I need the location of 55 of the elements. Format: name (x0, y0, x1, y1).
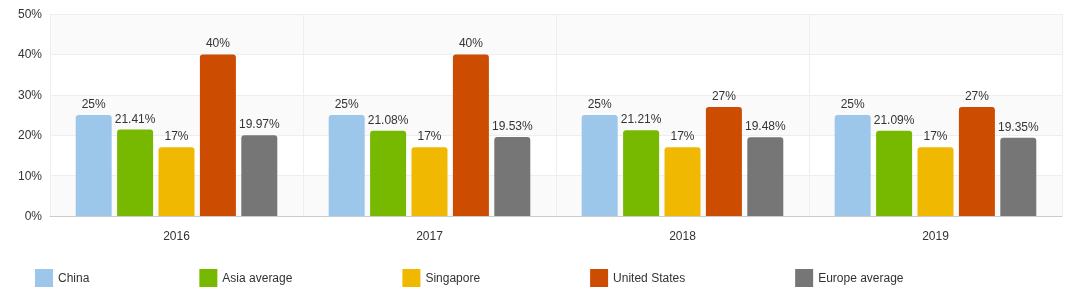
data-label: 17% (923, 129, 948, 144)
data-label: 19.35% (997, 119, 1039, 134)
data-label: 40% (458, 36, 484, 51)
x-tick-label: 2017 (416, 229, 444, 243)
data-label: 40% (205, 36, 231, 51)
data-label: 25% (334, 97, 360, 111)
data-label: 25% (587, 97, 613, 111)
data-label: 17% (417, 129, 442, 144)
x-tick-label: 2019 (922, 229, 950, 243)
bar (705, 106, 742, 216)
bar (958, 106, 995, 216)
data-label: 25% (81, 97, 107, 111)
data-label: 19.97% (238, 117, 280, 132)
x-tick-label: 2018 (669, 229, 697, 243)
data-label: 17% (164, 129, 189, 144)
bar (917, 147, 954, 216)
bar (664, 147, 701, 216)
legend-label: China (58, 271, 90, 285)
bar (411, 147, 448, 216)
bar (834, 115, 871, 216)
bar (75, 115, 112, 216)
bar (623, 130, 660, 216)
data-label: 17% (670, 129, 695, 144)
bar (747, 137, 784, 216)
y-tick-label: 10% (17, 168, 43, 183)
legend-label: Asia average (222, 271, 293, 285)
data-label: 21.41% (114, 111, 156, 126)
bar (199, 54, 236, 216)
bar (117, 129, 154, 216)
y-tick-label: 50% (17, 7, 43, 21)
legend-label: Singapore (425, 271, 481, 285)
data-label: 25% (840, 97, 866, 111)
y-tick-label: 20% (17, 128, 43, 143)
y-tick-label: 40% (17, 47, 43, 62)
bar (581, 115, 618, 216)
data-label: 21.09% (873, 112, 915, 127)
bar (241, 135, 278, 216)
data-label: 21.21% (620, 112, 662, 127)
data-label: 19.53% (491, 119, 533, 134)
data-label: 27% (711, 88, 737, 103)
bar (876, 130, 913, 216)
bar (494, 137, 531, 216)
bar (452, 54, 489, 216)
legend-label: Europe average (818, 271, 904, 285)
data-label: 27% (964, 88, 990, 103)
bar (1000, 137, 1037, 216)
bar (158, 147, 195, 216)
bar (370, 130, 407, 216)
data-label: 19.48% (744, 119, 786, 134)
data-label: 21.08% (367, 112, 409, 127)
x-tick-label: 2016 (163, 229, 191, 243)
y-tick-label: 30% (17, 87, 43, 102)
bar (328, 115, 365, 216)
legend-label: United States (613, 271, 686, 285)
y-tick-label: 0% (24, 209, 43, 223)
